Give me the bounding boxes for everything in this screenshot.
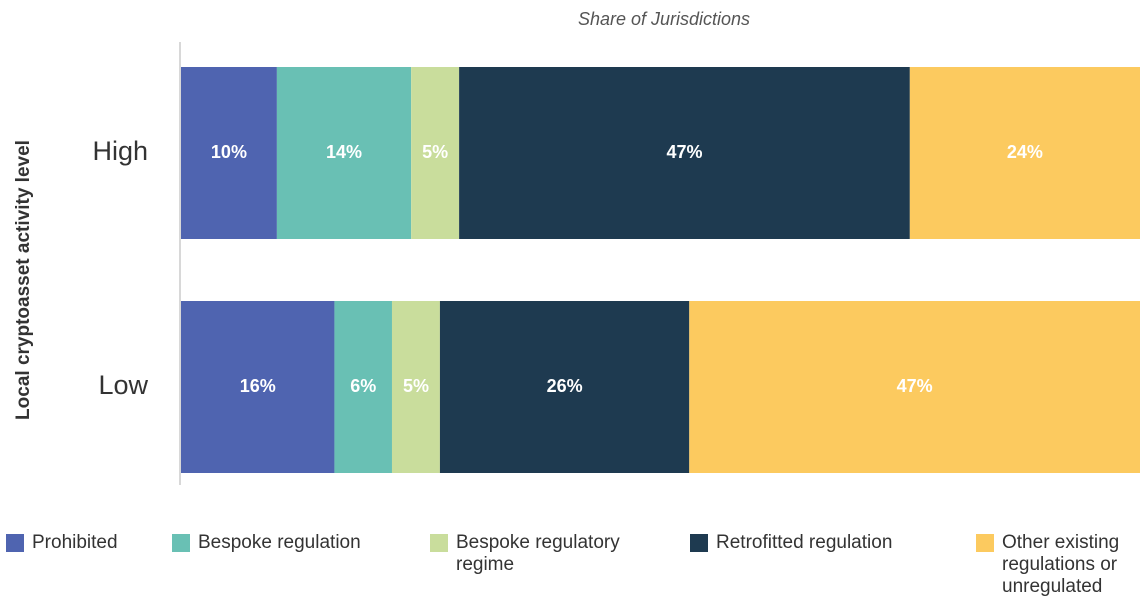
- data-label: 14%: [326, 142, 362, 162]
- legend-swatch: [690, 534, 708, 552]
- y-tick-label: High: [92, 136, 148, 166]
- legend-label: Prohibited: [32, 532, 118, 553]
- legend-item: Retrofitted regulation: [690, 532, 940, 554]
- bar-segment: [276, 67, 412, 239]
- legend-swatch: [6, 534, 24, 552]
- legend-label: Bespoke regulation: [198, 532, 361, 553]
- legend-item: Prohibited: [6, 532, 156, 554]
- bar-segment: [181, 67, 277, 239]
- y-tick-label: Low: [98, 370, 148, 400]
- legend-label: Bespoke regulatory regime: [456, 532, 620, 575]
- data-label: 47%: [666, 142, 702, 162]
- bar-segment: [181, 301, 335, 473]
- legend-item: Other existing regulations or unregulate…: [976, 532, 1126, 598]
- legend-label: Retrofitted regulation: [716, 532, 893, 553]
- legend-swatch: [976, 534, 994, 552]
- data-label: 24%: [1007, 142, 1043, 162]
- data-label: 5%: [422, 142, 448, 162]
- bar-segment: [459, 67, 910, 239]
- legend-label: Other existing regulations or unregulate…: [1002, 532, 1120, 597]
- y-axis-label: Local cryptoasset activity level: [13, 140, 34, 420]
- legend-swatch: [172, 534, 190, 552]
- data-label: 10%: [211, 142, 247, 162]
- legend-swatch: [430, 534, 448, 552]
- data-label: 26%: [547, 376, 583, 396]
- legend-item: Bespoke regulatory regime: [430, 532, 640, 576]
- bar-segment: [909, 67, 1140, 239]
- data-label: 16%: [240, 376, 276, 396]
- data-label: 6%: [350, 376, 376, 396]
- bar-segment: [689, 301, 1140, 473]
- bar-segment: [334, 301, 392, 473]
- x-axis-label: Share of Jurisdictions: [578, 9, 750, 29]
- data-label: 47%: [897, 376, 933, 396]
- legend-item: Bespoke regulation: [172, 532, 412, 554]
- bar-segment: [439, 301, 690, 473]
- bar-segment: [391, 301, 440, 473]
- bar-segment: [411, 67, 460, 239]
- data-label: 5%: [403, 376, 429, 396]
